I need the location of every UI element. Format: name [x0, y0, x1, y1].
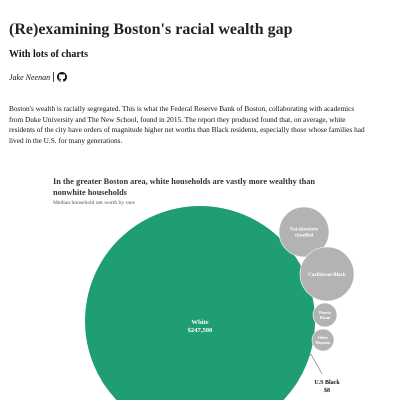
- byline: Jake Neenan: [9, 71, 68, 83]
- bubble-value-white: $247,500: [188, 327, 213, 334]
- github-link[interactable]: [57, 72, 68, 82]
- bubble-puerto-rican[interactable]: [312, 302, 338, 328]
- bubble-not-elsewhere-classified[interactable]: [278, 206, 330, 258]
- leader-line: [311, 355, 323, 375]
- article-subtitle: With lots of charts: [9, 49, 88, 60]
- github-icon: [57, 72, 68, 82]
- bubble-label-line: Not elsewhere: [290, 228, 318, 233]
- bubble-u-s-black[interactable]: [309, 353, 313, 357]
- author-name: Jake Neenan: [9, 72, 51, 82]
- chart-title: In the greater Boston area, white househ…: [53, 177, 315, 197]
- bubble-caribbean-black[interactable]: [299, 246, 355, 302]
- chart-subtitle: Median household net worth by race: [53, 200, 135, 206]
- bubble-label-white: White: [191, 319, 208, 326]
- bubble-label-line: classified: [295, 234, 314, 239]
- bubble-label-line: Puerto: [319, 310, 331, 315]
- bubble-label-line: Caribbean Black: [308, 272, 346, 278]
- article-title: (Re)examining Boston's racial wealth gap: [9, 21, 293, 38]
- bubble-label-us-black: U.S Black: [314, 380, 340, 386]
- bubble-other-hispanic[interactable]: [311, 328, 335, 352]
- bubble-white[interactable]: [85, 206, 315, 400]
- intro-paragraph: Boston's wealth is racially segregated. …: [9, 104, 365, 145]
- bubble-label-line: Hispanic: [315, 340, 330, 345]
- bubble-label-line: Rican: [320, 315, 331, 320]
- byline-divider: [53, 72, 55, 82]
- bubble-label-line: Other: [318, 335, 328, 340]
- bubble-value-us-black: $8: [324, 387, 330, 394]
